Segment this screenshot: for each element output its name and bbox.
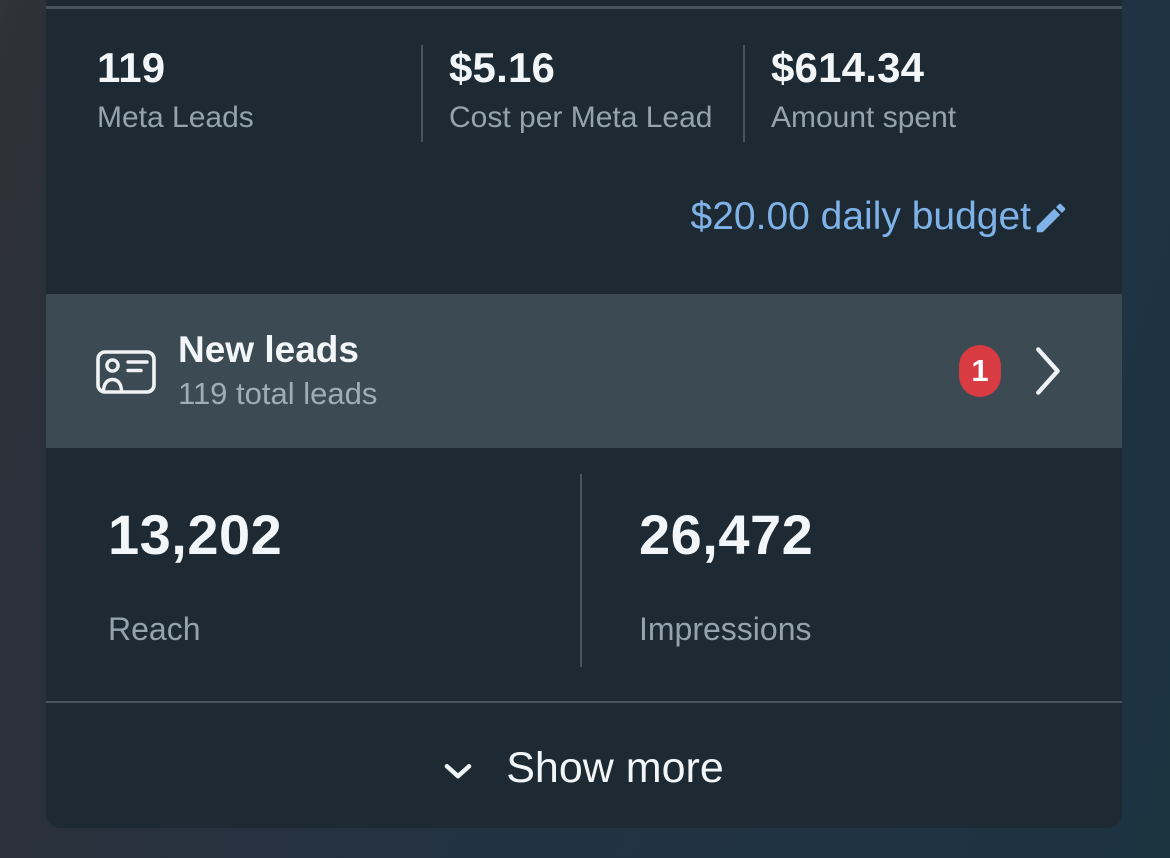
stat-value: $5.16 <box>449 44 556 91</box>
daily-budget-text: $20.00 daily budget <box>690 195 1031 238</box>
new-leads-count-badge: 1 <box>959 345 1001 397</box>
contact-card-icon <box>95 346 157 396</box>
new-leads-subtitle: 119 total leads <box>178 376 378 411</box>
stat-label: Meta Leads <box>97 101 254 134</box>
show-more-label: Show more <box>506 744 724 792</box>
metric-divider <box>580 474 582 667</box>
stat-amount-spent: $614.34 Amount spent <box>743 45 1122 142</box>
section-divider-bottom <box>46 701 1122 703</box>
metric-value: 13,202 <box>108 503 283 566</box>
chevron-down-icon <box>444 763 472 780</box>
section-divider-top <box>46 6 1122 9</box>
chevron-right-icon <box>1034 346 1063 396</box>
new-leads-texts: New leads 119 total leads <box>178 329 377 413</box>
daily-budget-edit-button[interactable]: $20.00 daily budget <box>46 194 1122 240</box>
metric-label: Reach <box>108 611 201 647</box>
stat-meta-leads: 119 Meta Leads <box>97 45 421 142</box>
show-more-button[interactable]: Show more <box>46 703 1122 828</box>
stat-value: $614.34 <box>771 44 925 91</box>
metric-label: Impressions <box>639 611 812 647</box>
ad-summary-card: 119 Meta Leads $5.16 Cost per Meta Lead … <box>46 0 1122 828</box>
pencil-icon <box>1032 199 1070 237</box>
metrics-section: 13,202 Reach 26,472 Impressions <box>46 448 1122 701</box>
stats-section: 119 Meta Leads $5.16 Cost per Meta Lead … <box>46 9 1122 152</box>
new-leads-title: New leads <box>178 329 359 370</box>
metric-impressions: 26,472 Impressions <box>582 448 1122 701</box>
new-leads-row[interactable]: New leads 119 total leads 1 <box>46 294 1122 448</box>
stat-cost-per-lead: $5.16 Cost per Meta Lead <box>421 45 743 142</box>
metric-reach: 13,202 Reach <box>46 448 580 701</box>
metric-value: 26,472 <box>639 503 814 566</box>
stat-label: Amount spent <box>771 101 957 134</box>
stat-value: 119 <box>97 44 166 91</box>
stat-label: Cost per Meta Lead <box>449 101 713 134</box>
